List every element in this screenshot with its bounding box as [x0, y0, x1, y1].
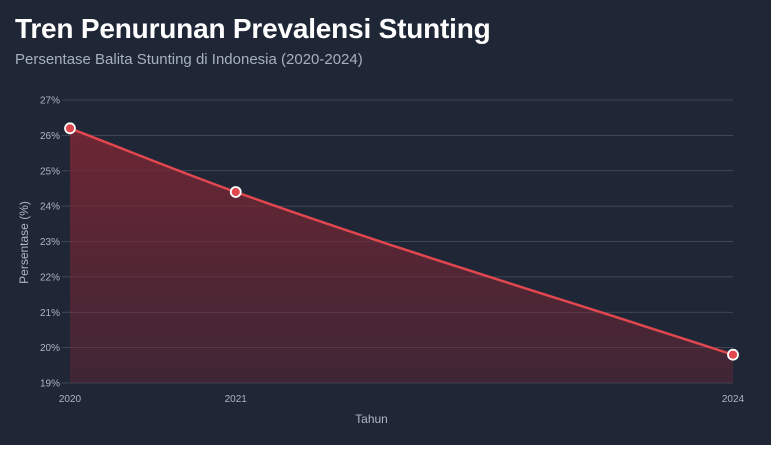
- series-line: [69, 127, 734, 356]
- x-axis-title: Tahun: [355, 412, 388, 426]
- x-tick-label: 2024: [722, 394, 745, 405]
- chart-title: Tren Penurunan Prevalensi Stunting: [15, 13, 491, 44]
- data-points: [64, 122, 739, 361]
- data-point[interactable]: [727, 348, 739, 361]
- x-axis-ticks: 2020 2021 2024: [59, 394, 745, 405]
- chart-subtitle: Persentase Balita Stunting di Indonesia …: [15, 51, 363, 68]
- y-tick-label: 19%: [40, 379, 60, 390]
- y-axis-title: Persentase (%): [17, 201, 31, 284]
- y-tick-label: 21%: [40, 308, 60, 319]
- y-tick-label: 22%: [40, 272, 60, 283]
- y-tick-label: 23%: [40, 237, 60, 248]
- y-tick-label: 24%: [40, 202, 60, 213]
- y-axis-ticks: 19% 20% 21% 22% 23% 24% 25% 26% 27%: [40, 96, 60, 390]
- series-line-layer: [69, 127, 734, 356]
- y-tick-label: 25%: [40, 166, 60, 177]
- y-tick-label: 20%: [40, 343, 60, 354]
- y-tick-label: 26%: [40, 131, 60, 142]
- chart-card: Tren Penurunan Prevalensi Stunting Perse…: [0, 0, 771, 445]
- data-point[interactable]: [229, 186, 242, 198]
- x-tick-label: 2020: [59, 394, 82, 405]
- y-tick-label: 27%: [40, 96, 60, 107]
- data-point[interactable]: [64, 122, 76, 135]
- chart-plot: 19% 20% 21% 22% 23% 24% 25% 26% 27% 2020 2021 2024…: [17, 96, 745, 427]
- x-tick-label: 2021: [225, 394, 248, 405]
